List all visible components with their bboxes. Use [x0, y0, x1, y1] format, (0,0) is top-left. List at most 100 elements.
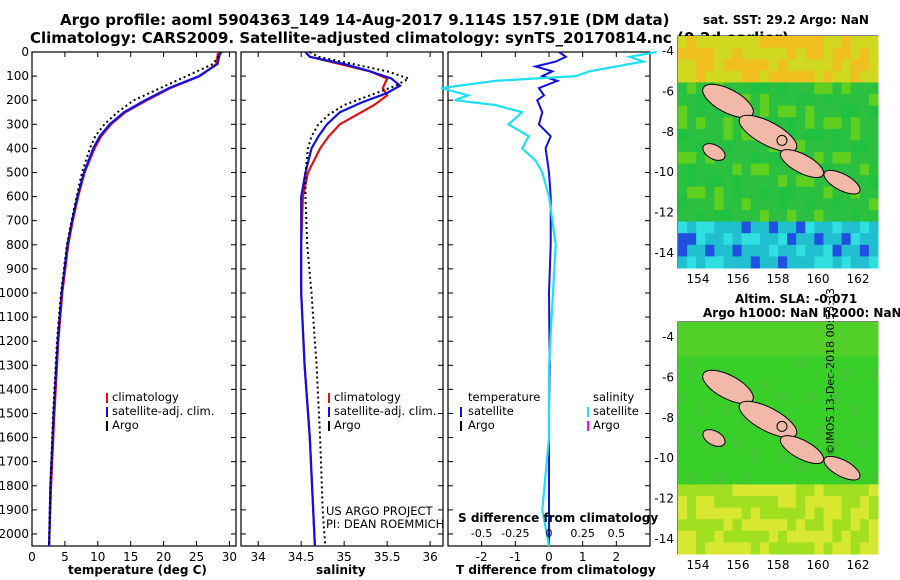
map-y-tick-label: -6: [662, 84, 674, 98]
map-cell: [796, 175, 806, 188]
map-cell: [823, 380, 834, 393]
map-cell: [696, 36, 706, 49]
map-cell: [678, 356, 688, 369]
map-cell: [759, 380, 770, 393]
x-tick-label: 30: [222, 550, 237, 564]
map-cell: [696, 380, 706, 393]
map-cell: [705, 496, 715, 509]
map-cell: [705, 233, 715, 246]
map-cell: [814, 368, 824, 381]
map-cell: [814, 128, 824, 141]
map-cell: [814, 256, 824, 269]
map-cell: [823, 82, 834, 95]
map-cell: [750, 484, 761, 497]
map-cell: [814, 403, 824, 416]
map-cell: [823, 368, 834, 381]
map-cell: [759, 82, 770, 95]
map-cell: [787, 496, 797, 509]
map-cell: [759, 530, 770, 543]
map-cell: [859, 484, 870, 497]
map-cell: [678, 198, 688, 211]
map-cell: [750, 472, 761, 485]
map-cell: [787, 322, 797, 335]
map-cell: [832, 256, 843, 269]
map-cell: [814, 333, 824, 346]
map-cell: [850, 542, 861, 555]
map-cell: [687, 163, 697, 176]
map-cell: [796, 59, 806, 72]
series-line-satellite-adj--clim-: [48, 51, 222, 547]
map-cell: [768, 233, 779, 246]
map-cell: [850, 438, 861, 451]
map-cell: [687, 496, 697, 509]
map-cell: [787, 36, 797, 49]
map-cell: [741, 70, 752, 83]
map-cell: [768, 345, 779, 358]
map-cell: [823, 356, 834, 369]
map-cell: [805, 345, 815, 358]
map-cell: [759, 94, 770, 107]
map-cell: [678, 47, 688, 60]
map-cell: [741, 256, 752, 269]
map-cell: [732, 496, 743, 509]
map-cell: [732, 256, 743, 269]
map-cell: [714, 105, 724, 118]
map-cell: [723, 36, 734, 49]
map-cell: [778, 175, 788, 188]
map-cell: [696, 175, 706, 188]
map-cell: [832, 221, 843, 234]
argo-location-marker: [776, 134, 788, 146]
legend-climatology: climatology: [112, 390, 179, 404]
map-cell: [814, 186, 824, 199]
map-cell: [750, 140, 761, 153]
map-cell: [850, 82, 861, 95]
map-cell: [705, 221, 715, 234]
map-cell: [732, 47, 743, 60]
map-cell: [868, 380, 879, 393]
map-cell: [859, 322, 870, 335]
map-x-tick-label: 162: [847, 558, 870, 572]
map-cell: [705, 163, 715, 176]
map-cell: [868, 94, 879, 107]
map-cell: [814, 244, 824, 257]
map-cell: [714, 391, 724, 404]
map-cell: [814, 70, 824, 83]
map-cell: [768, 449, 779, 462]
map-cell: [850, 368, 861, 381]
map-cell: [805, 117, 815, 130]
map-cell: [768, 186, 779, 199]
map-cell: [768, 163, 779, 176]
map-cell: [850, 210, 861, 223]
map-cell: [859, 210, 870, 223]
map-cell: [741, 333, 752, 346]
map-cell: [868, 152, 879, 165]
map-cell: [841, 403, 852, 416]
map-cell: [741, 140, 752, 153]
map-cell: [823, 152, 834, 165]
map-cell: [732, 163, 743, 176]
map-cell: [859, 496, 870, 509]
map-cell: [714, 70, 724, 83]
x-tick-label: 2: [613, 550, 621, 564]
map-cell: [705, 403, 715, 416]
map-cell: [832, 198, 843, 211]
s-tick-label: 0: [546, 527, 553, 540]
map-cell: [759, 70, 770, 83]
map-cell: [832, 163, 843, 176]
map-cell: [850, 507, 861, 520]
map-cell: [678, 163, 688, 176]
map-cell: [796, 507, 806, 520]
legend-s-argo: Argo: [593, 418, 620, 432]
map-cell: [678, 414, 688, 427]
map-cell: [705, 128, 715, 141]
map-cell: [796, 472, 806, 485]
map-cell: [714, 256, 724, 269]
map-cell: [832, 356, 843, 369]
map-cell: [805, 186, 815, 199]
map-cell: [778, 36, 788, 49]
map-cell: [750, 496, 761, 509]
map-cell: [787, 542, 797, 555]
map-cell: [859, 117, 870, 130]
map-cell: [714, 356, 724, 369]
map-cell: [732, 221, 743, 234]
